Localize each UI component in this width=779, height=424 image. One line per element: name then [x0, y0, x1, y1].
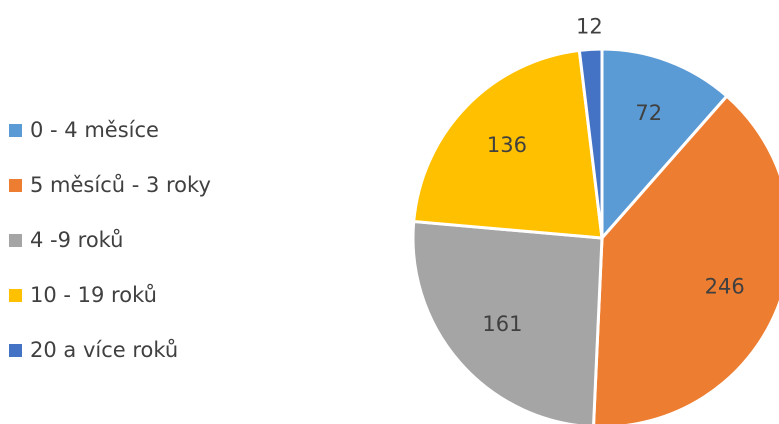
- pie-slice: [412, 48, 604, 240]
- legend-label: 5 měsíců - 3 roky: [30, 173, 211, 197]
- pie-slice: [577, 47, 604, 239]
- pie-slice: [411, 219, 604, 424]
- legend-swatch: [9, 234, 22, 247]
- data-label: 12: [576, 14, 603, 38]
- pie-slice: [600, 47, 729, 242]
- data-label: 136: [487, 133, 527, 157]
- legend-swatch: [9, 179, 22, 192]
- data-label: 161: [482, 312, 522, 336]
- legend-swatch: [9, 289, 22, 302]
- data-label: 72: [635, 101, 662, 125]
- pie-slice: [592, 93, 779, 424]
- legend-swatch: [9, 124, 22, 137]
- legend-label: 20 a více roků: [30, 338, 178, 362]
- data-label: 246: [705, 274, 745, 298]
- legend-label: 4 -9 roků: [30, 228, 124, 252]
- legend-swatch: [9, 344, 22, 357]
- legend-label: 0 - 4 měsíce: [30, 118, 159, 142]
- legend-label: 10 - 19 roků: [30, 283, 157, 307]
